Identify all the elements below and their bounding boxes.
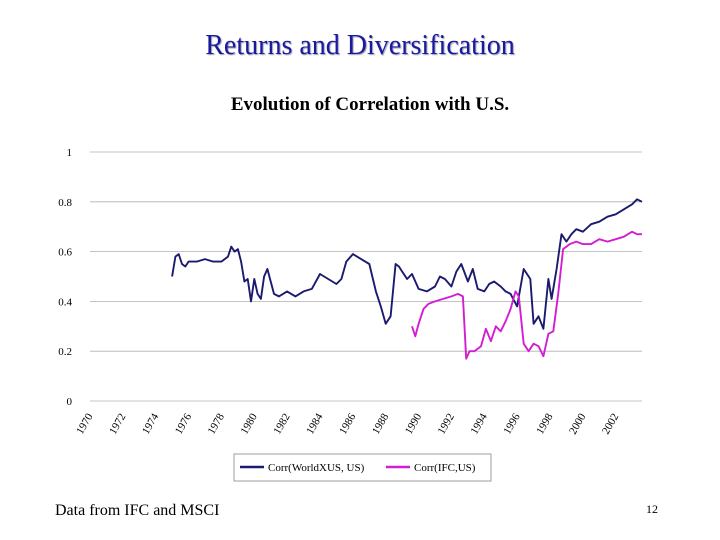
x-tick-label: 1980 xyxy=(238,411,260,436)
y-tick-label: 0 xyxy=(67,396,73,408)
x-tick-label: 1974 xyxy=(140,411,162,436)
x-tick-label: 1990 xyxy=(403,411,425,436)
y-tick-label: 0.8 xyxy=(58,197,72,209)
plot-area xyxy=(90,152,642,401)
legend: Corr(WorldXUS, US) Corr(IFC,US) xyxy=(233,453,492,482)
x-tick-label: 1998 xyxy=(534,411,556,436)
slide-title: Returns and Diversification xyxy=(205,30,515,61)
x-tick-label: 1970 xyxy=(74,411,96,436)
series-line-1 xyxy=(411,230,642,360)
series-line-0 xyxy=(171,198,643,330)
x-tick-label: 1986 xyxy=(337,411,359,436)
legend-label-ifc: Corr(IFC,US) xyxy=(414,462,476,474)
x-tick-labels: 1970 1972 1974 1976 1978 1980 1982 1984 1986 1988… xyxy=(74,411,621,436)
x-tick-label: 1978 xyxy=(206,411,228,436)
chart-title: Evolution of Correlation with U.S. xyxy=(230,94,510,115)
page-number: 12 xyxy=(646,502,658,516)
x-tick-label: 1994 xyxy=(468,411,490,436)
x-tick-label: 1996 xyxy=(501,411,523,436)
x-tick-label: 1982 xyxy=(271,412,292,437)
series-lines xyxy=(171,198,643,360)
legend-label-world: Corr(WorldXUS, US) xyxy=(268,462,365,474)
y-tick-labels: 0 0.2 0.4 0.6 0.8 1 xyxy=(58,147,72,408)
x-tick-label: 1976 xyxy=(173,411,195,436)
x-tick-label: 2000 xyxy=(567,411,589,436)
footer-source: Data from IFC and MSCI xyxy=(55,502,220,519)
x-tick-label: 1984 xyxy=(304,411,326,436)
y-tick-label: 0.2 xyxy=(58,346,72,358)
legend-box xyxy=(233,453,492,482)
y-tick-label: 1 xyxy=(67,147,73,159)
x-tick-label: 1972 xyxy=(107,412,128,437)
x-tick-label: 1992 xyxy=(436,412,457,437)
x-tick-label: 2002 xyxy=(600,412,621,437)
y-tick-label: 0.4 xyxy=(58,296,72,308)
y-tick-label: 0.6 xyxy=(58,247,72,259)
gridlines xyxy=(90,151,642,402)
x-tick-label: 1988 xyxy=(370,411,392,436)
